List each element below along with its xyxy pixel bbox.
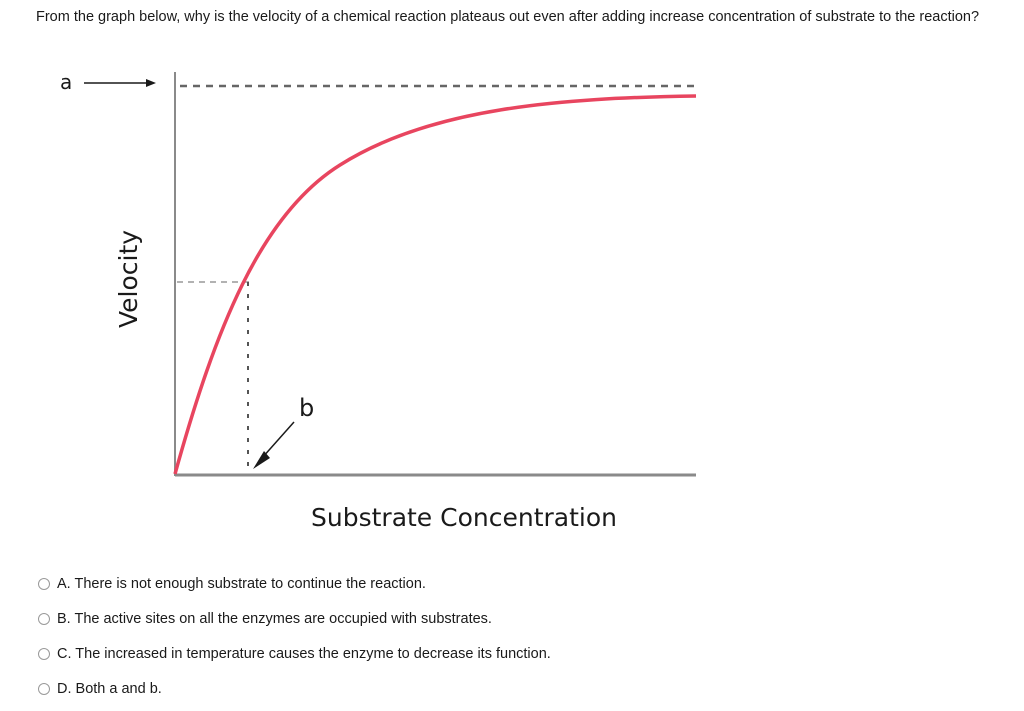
arrow-a-head (146, 79, 156, 87)
question-text: From the graph below, why is the velocit… (36, 9, 980, 25)
velocity-curve (173, 94, 697, 475)
radio-button-b[interactable] (38, 612, 50, 625)
enzyme-kinetics-graph: a b Velocity Substrate Concentration (60, 70, 697, 532)
label-b: b (299, 394, 314, 422)
x-axis-label: Substrate Concentration (311, 503, 617, 532)
choice-d[interactable]: D. Both a and b. (38, 671, 551, 706)
choice-b-label: B. The active sites on all the enzymes a… (57, 610, 492, 627)
radio-button-c[interactable] (38, 647, 50, 660)
radio-button-d[interactable] (38, 682, 50, 695)
choice-a-label: A. There is not enough substrate to cont… (57, 575, 426, 592)
choice-a[interactable]: A. There is not enough substrate to cont… (38, 566, 551, 601)
choice-d-label: D. Both a and b. (57, 680, 162, 697)
y-axis-label: Velocity (114, 230, 143, 328)
label-a: a (60, 70, 72, 94)
answer-choices: A. There is not enough substrate to cont… (38, 566, 551, 706)
graph-svg: a b Velocity Substrate Concentration (60, 70, 697, 532)
arrow-b-head (253, 451, 270, 469)
choice-c[interactable]: C. The increased in temperature causes t… (38, 636, 551, 671)
choice-c-label: C. The increased in temperature causes t… (57, 645, 551, 662)
radio-button-a[interactable] (38, 577, 50, 590)
arrow-b-line (261, 421, 295, 459)
choice-b[interactable]: B. The active sites on all the enzymes a… (38, 601, 551, 636)
